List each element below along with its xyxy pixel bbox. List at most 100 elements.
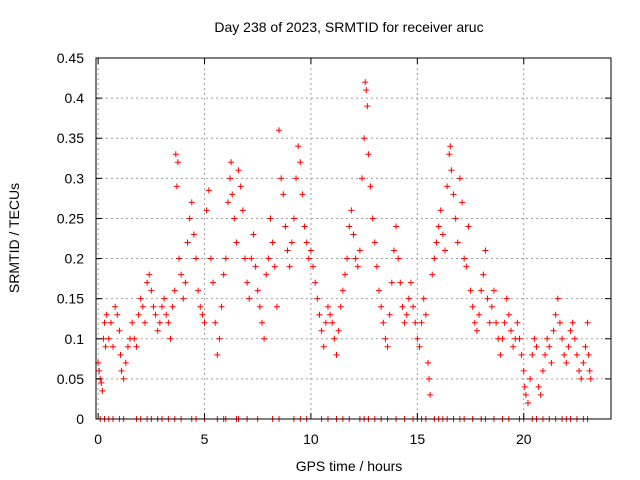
data-point — [424, 359, 431, 366]
data-point — [314, 295, 321, 302]
data-point — [431, 255, 438, 262]
data-point — [333, 351, 340, 358]
x-tick-label: 20 — [516, 431, 532, 447]
data-point — [173, 183, 180, 190]
data-point — [303, 239, 310, 246]
data-point — [131, 335, 138, 342]
data-point — [244, 279, 251, 286]
data-point — [439, 231, 446, 238]
data-point — [463, 263, 470, 270]
data-point — [446, 151, 453, 158]
data-point — [418, 319, 425, 326]
data-point — [486, 319, 493, 326]
data-point — [258, 319, 265, 326]
data-point — [362, 79, 369, 86]
data-point — [239, 207, 246, 214]
data-point — [529, 351, 536, 358]
data-point — [559, 335, 566, 342]
data-point — [210, 279, 217, 286]
data-point — [195, 287, 202, 294]
data-point — [367, 183, 374, 190]
data-point — [516, 335, 523, 342]
data-point — [573, 351, 580, 358]
data-point — [190, 231, 197, 238]
data-point — [312, 279, 319, 286]
data-point — [220, 271, 227, 278]
data-point — [193, 255, 200, 262]
data-point — [537, 391, 544, 398]
data-point — [369, 215, 376, 222]
data-point — [261, 335, 268, 342]
data-point — [318, 327, 325, 334]
data-point — [484, 295, 491, 302]
y-axis-ticks: 0 0.05 0.1 0.15 0.2 0.25 0.3 0.35 0.4 0.45 — [57, 50, 611, 427]
data-point — [310, 263, 317, 270]
data-point — [531, 335, 538, 342]
data-point — [141, 319, 148, 326]
data-point — [544, 335, 551, 342]
data-point — [288, 239, 295, 246]
data-point — [520, 367, 527, 374]
y-tick-label: 0.25 — [57, 210, 84, 226]
data-point — [584, 319, 591, 326]
data-point — [587, 375, 594, 382]
data-point — [250, 231, 257, 238]
data-point — [171, 287, 178, 294]
data-point — [297, 159, 304, 166]
data-point — [552, 311, 559, 318]
data-point — [346, 223, 353, 230]
data-point — [117, 351, 124, 358]
data-point — [505, 311, 512, 318]
data-point — [295, 143, 302, 150]
data-point — [586, 367, 593, 374]
data-point — [461, 255, 468, 262]
data-point — [116, 327, 123, 334]
data-point — [263, 271, 270, 278]
data-point — [337, 303, 344, 310]
y-tick-label: 0.45 — [57, 50, 84, 66]
data-point — [407, 279, 414, 286]
data-point — [286, 263, 293, 270]
data-point — [129, 319, 136, 326]
data-point — [174, 159, 181, 166]
data-point — [386, 311, 393, 318]
data-point — [539, 367, 546, 374]
data-point — [497, 351, 504, 358]
data-point — [554, 295, 561, 302]
data-point — [380, 319, 387, 326]
data-point — [556, 319, 563, 326]
data-point — [542, 351, 549, 358]
data-point — [471, 319, 478, 326]
data-point — [218, 303, 225, 310]
data-point — [576, 367, 583, 374]
data-point — [361, 135, 368, 142]
data-point — [363, 87, 370, 94]
y-tick-label: 0.3 — [65, 170, 85, 186]
data-point — [410, 303, 417, 310]
data-point — [373, 263, 380, 270]
data-point — [114, 311, 121, 318]
data-point — [571, 335, 578, 342]
data-point — [567, 327, 574, 334]
data-point — [514, 319, 521, 326]
data-point — [301, 223, 308, 230]
data-point — [482, 247, 489, 254]
data-point — [403, 311, 410, 318]
data-point — [535, 383, 542, 390]
data-point — [137, 295, 144, 302]
data-point — [447, 143, 454, 150]
data-point — [585, 351, 592, 358]
data-point — [175, 255, 182, 262]
y-axis-label: SRMTID / TECUs — [6, 183, 22, 293]
x-axis-label: GPS time / hours — [296, 458, 403, 474]
data-point — [228, 159, 235, 166]
y-tick-label: 0.2 — [65, 251, 85, 267]
data-point — [165, 319, 172, 326]
data-point — [224, 199, 231, 206]
data-point — [167, 335, 174, 342]
data-point — [493, 319, 500, 326]
y-tick-label: 0.35 — [57, 130, 84, 146]
data-point — [118, 367, 125, 374]
